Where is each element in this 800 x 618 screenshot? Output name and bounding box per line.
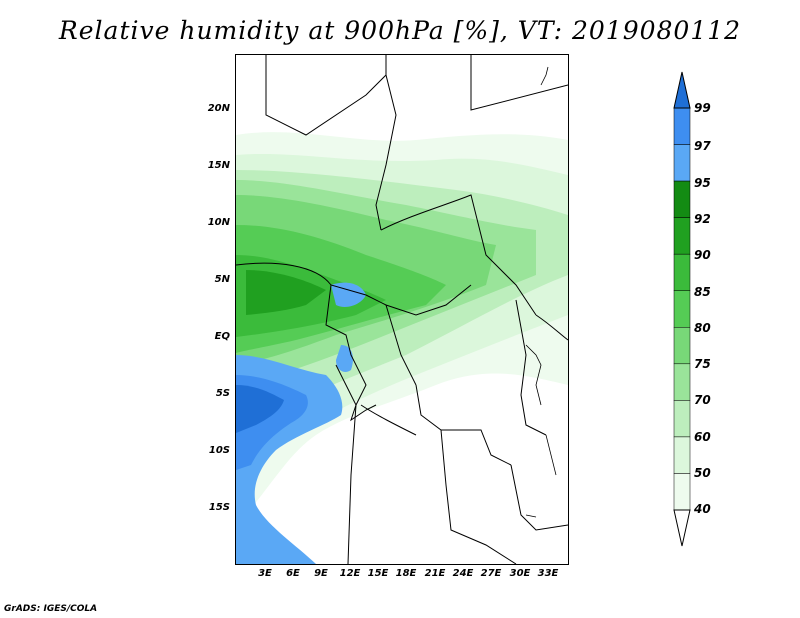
colorbar-label: 40: [694, 502, 711, 516]
colorbar-label: 99: [694, 101, 711, 115]
x-tick-label: 24E: [452, 568, 474, 579]
colorbar-label: 60: [694, 430, 711, 444]
colorbar-label: 97: [694, 139, 711, 153]
y-tick-label: EQ: [214, 331, 230, 342]
colorbar-segment: [673, 436, 691, 474]
x-tick-label: 12E: [339, 568, 361, 579]
colorbar-label: 92: [694, 212, 711, 226]
map-canvas: [236, 55, 568, 564]
y-tick-label: 15S: [208, 502, 230, 513]
colorbar-segment: [673, 327, 691, 365]
x-tick-label: 3E: [258, 568, 272, 579]
x-tick-label: 33E: [537, 568, 559, 579]
colorbar-label: 90: [694, 248, 711, 262]
colorbar-segment: [673, 290, 691, 328]
colorbar-segment: [673, 400, 691, 438]
colorbar-label: 85: [694, 285, 711, 299]
colorbar-segment: [673, 473, 691, 511]
x-tick-label: 18E: [395, 568, 417, 579]
y-tick-label: 5S: [215, 388, 230, 399]
colorbar-top-arrow: [673, 71, 691, 109]
map-title: Relative humidity at 900hPa [%], VT: 201…: [58, 16, 742, 45]
x-tick-label: 6E: [286, 568, 300, 579]
colorbar-segment: [673, 253, 691, 291]
x-tick-label: 21E: [424, 568, 446, 579]
x-tick-label: 30E: [509, 568, 531, 579]
colorbar-segment: [673, 107, 691, 145]
colorbar-label: 95: [694, 176, 711, 190]
y-tick-label: 5N: [214, 274, 230, 285]
colorbar-label: 70: [694, 393, 711, 407]
y-tick-label: 20N: [207, 103, 230, 114]
x-tick-label: 9E: [314, 568, 328, 579]
credit-text: GrADS: IGES/COLA: [4, 604, 98, 614]
y-tick-label: 10N: [207, 217, 230, 228]
colorbar-segment: [673, 363, 691, 401]
colorbar-label: 75: [694, 357, 711, 371]
colorbar-label: 80: [694, 321, 711, 335]
colorbar-segment: [673, 144, 691, 182]
humidity-map: [235, 54, 569, 565]
y-tick-label: 10S: [208, 445, 230, 456]
x-tick-label: 15E: [367, 568, 389, 579]
x-tick-label: 27E: [480, 568, 502, 579]
colorbar-label: 50: [694, 466, 711, 480]
colorbar-segment: [673, 180, 691, 218]
colorbar-segment: [673, 217, 691, 255]
y-tick-label: 15N: [207, 160, 230, 171]
colorbar-bottom-arrow: [673, 509, 691, 547]
colorbar: [673, 71, 691, 547]
